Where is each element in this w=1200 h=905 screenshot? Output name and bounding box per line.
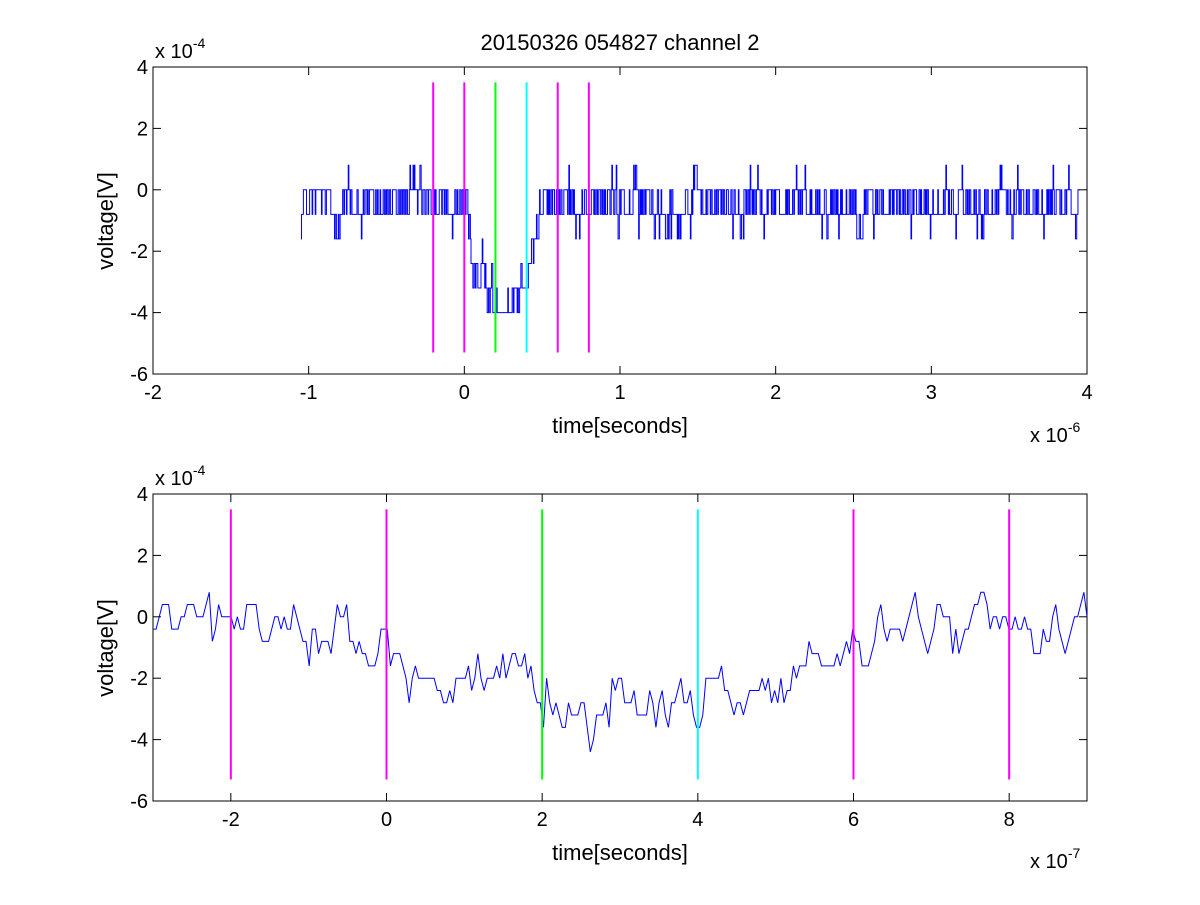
- top-plot-signal-line: [300, 164, 1080, 314]
- bottom-plot-x-tick-label: 8: [1004, 809, 1015, 831]
- top-plot-y-tick-label: 2: [137, 118, 148, 140]
- top-plot-x-tick-label: 1: [614, 382, 625, 404]
- bottom-plot-y-tick-label: 2: [137, 545, 148, 567]
- top-plot-series: [300, 164, 1080, 314]
- top-plot-x-tick-label: -2: [144, 382, 162, 404]
- bottom-plot-axes-frame: [152, 493, 1088, 802]
- top-plot: 20150326 054827 channel 2 -2 -1 0 1 2 3 4 -6 -4…: [93, 30, 1093, 447]
- top-plot-y-tick-label: -4: [130, 303, 148, 325]
- bottom-plot-markers: [229, 509, 1011, 780]
- top-plot-y-exponent-base: x 10: [155, 41, 193, 63]
- bottom-plot-x-label: time[seconds]: [552, 840, 688, 865]
- top-plot-x-exponent-base: x 10: [1030, 425, 1068, 447]
- top-plot-x-tick-label: 2: [770, 382, 781, 404]
- top-plot-y-exponent-power: -4: [193, 35, 206, 51]
- bottom-plot-frame-box: [152, 493, 1088, 802]
- bottom-plot-y-ticks: -6 -4 -2 0 2 4: [130, 484, 1087, 813]
- bottom-plot-x-tick-label: 2: [537, 809, 548, 831]
- bottom-plot-y-tick-label: -2: [130, 668, 148, 690]
- top-plot-markers: [432, 82, 590, 353]
- bottom-plot-signal-line: [153, 591, 1088, 753]
- bottom-plot-y-exponent: x 10-4: [155, 462, 205, 490]
- top-plot-title: 20150326 054827 channel 2: [481, 30, 760, 55]
- bottom-plot-x-exponent-base: x 10: [1030, 851, 1068, 873]
- bottom-plot-y-tick-label: -4: [130, 730, 148, 752]
- bottom-plot-x-tick-label: 4: [692, 809, 703, 831]
- bottom-plot-y-tick-label: 0: [137, 607, 148, 629]
- top-plot-x-label: time[seconds]: [552, 413, 688, 438]
- bottom-plot-y-exponent-base: x 10: [155, 468, 193, 490]
- bottom-plot-y-tick-label: -6: [130, 791, 148, 813]
- top-plot-x-tick-label: 0: [459, 382, 470, 404]
- bottom-plot-x-exponent-power: -7: [1068, 845, 1081, 861]
- top-plot-y-label: voltage[V]: [93, 172, 118, 270]
- top-plot-x-exponent: x 10-6: [1030, 419, 1080, 447]
- bottom-plot-series: [153, 591, 1088, 753]
- top-plot-y-tick-label: -2: [130, 241, 148, 263]
- top-plot-y-tick-label: 4: [137, 57, 148, 79]
- bottom-plot-x-tick-label: 0: [381, 809, 392, 831]
- top-plot-x-tick-label: 4: [1081, 382, 1092, 404]
- bottom-plot-x-tick-label: -2: [222, 809, 240, 831]
- top-plot-x-tick-label: 3: [926, 382, 937, 404]
- bottom-plot-y-label: voltage[V]: [93, 599, 118, 697]
- top-plot-x-exponent-power: -6: [1068, 419, 1081, 435]
- top-plot-y-ticks: -6 -4 -2 0 2 4: [130, 57, 1087, 386]
- top-plot-y-tick-label: 0: [137, 180, 148, 202]
- bottom-plot-y-exponent-power: -4: [193, 462, 206, 478]
- top-plot-x-ticks: -2 -1 0 1 2 3 4: [144, 67, 1093, 404]
- bottom-plot-x-ticks: -2 0 2 4 6 8: [222, 494, 1015, 831]
- bottom-plot: -2 0 2 4 6 8 -6 -4 -2 0 2 4 time[seconds] voltage[…: [93, 462, 1088, 873]
- bottom-plot-x-exponent: x 10-7: [1030, 845, 1080, 873]
- top-plot-x-tick-label: -1: [300, 382, 318, 404]
- bottom-plot-x-tick-label: 6: [848, 809, 859, 831]
- top-plot-y-tick-label: -6: [130, 364, 148, 386]
- top-plot-y-exponent: x 10-4: [155, 35, 205, 63]
- bottom-plot-y-tick-label: 4: [137, 484, 148, 506]
